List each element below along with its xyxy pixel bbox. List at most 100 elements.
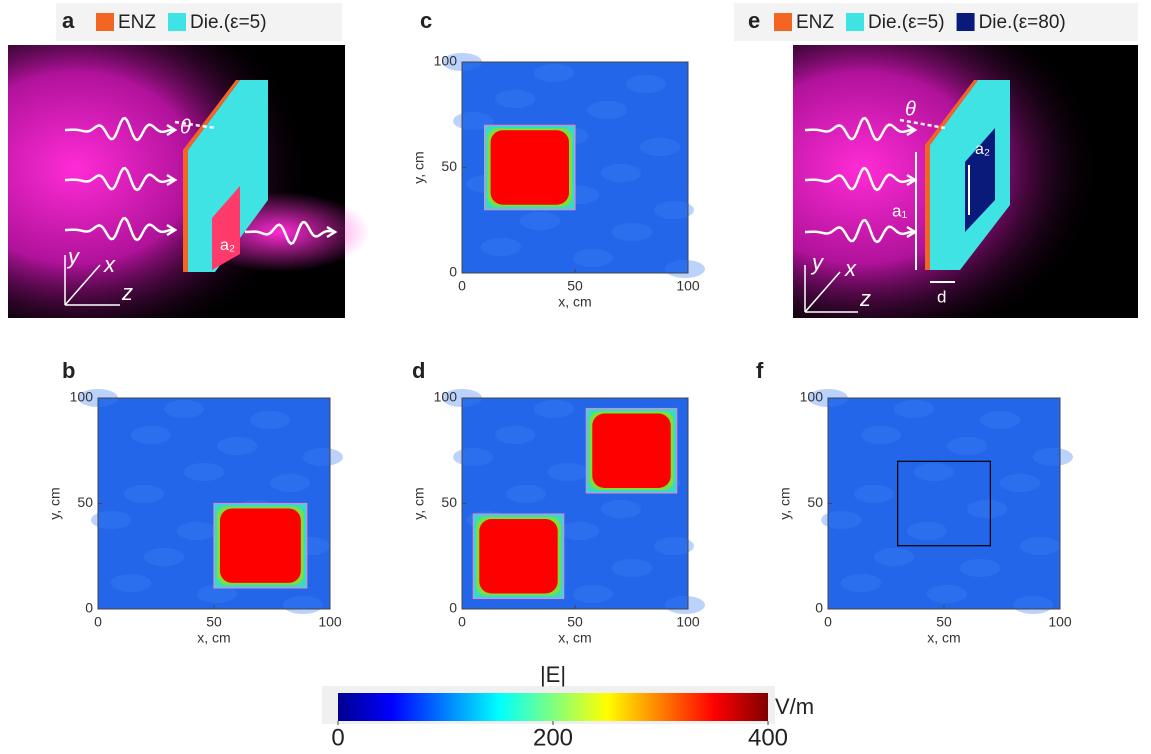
field-texture — [303, 448, 343, 466]
field-texture — [1000, 474, 1040, 492]
x-axis-label: x, cm — [558, 630, 591, 646]
field-texture — [453, 448, 493, 466]
legend-swatch — [168, 13, 186, 31]
field-texture — [534, 64, 574, 82]
field-texture — [980, 411, 1020, 429]
x-tick-label: 100 — [676, 278, 700, 294]
x-tick-label: 0 — [94, 614, 102, 630]
field-texture — [841, 574, 881, 592]
x-tick-label: 50 — [936, 614, 952, 630]
field-texture — [534, 400, 574, 418]
schematic-a: θ a₂ y x z — [8, 45, 370, 318]
x-tick-label: 0 — [458, 614, 466, 630]
field-texture — [573, 585, 613, 603]
annotation: y — [810, 250, 825, 275]
field-texture — [283, 596, 323, 614]
annotation: a₂ — [975, 141, 990, 158]
legend-label: Die.(ε=5) — [190, 12, 267, 33]
legend-swatch — [957, 13, 975, 31]
annotation: a₁ — [892, 201, 907, 220]
colorbar-tick-label: 400 — [748, 724, 788, 751]
field-texture — [894, 400, 934, 418]
panel-label: c — [420, 8, 432, 33]
x-tick-label: 100 — [676, 614, 700, 630]
region-field — [220, 509, 301, 583]
y-tick-label: 50 — [441, 158, 457, 174]
annotation: x — [844, 256, 857, 281]
colorbar-unit: V/m — [775, 694, 814, 719]
field-texture — [217, 437, 257, 455]
x-tick-label: 100 — [318, 614, 342, 630]
field-texture — [601, 164, 641, 182]
schematic-e: θ a₁ a₂ d y x z — [793, 45, 1138, 318]
field-texture — [144, 548, 184, 566]
field-texture — [947, 437, 987, 455]
y-tick-label: 100 — [800, 389, 824, 405]
field-texture — [250, 411, 290, 429]
field-texture — [184, 463, 224, 481]
y-tick-label: 0 — [85, 600, 93, 616]
y-tick-label: 50 — [807, 494, 823, 510]
field-texture — [960, 559, 1000, 577]
field-texture — [1020, 537, 1060, 555]
x-tick-label: 50 — [567, 278, 583, 294]
x-tick-label: 50 — [206, 614, 222, 630]
field-texture — [506, 485, 546, 503]
field-texture — [626, 75, 666, 93]
field-texture — [270, 474, 310, 492]
region-field — [491, 130, 569, 204]
y-axis-label: y, cm — [411, 151, 427, 183]
field-texture — [861, 426, 901, 444]
field-texture — [665, 596, 705, 614]
panel-label: f — [756, 358, 764, 383]
y-tick-label: 0 — [449, 264, 457, 280]
y-tick-label: 0 — [449, 600, 457, 616]
field-texture — [640, 138, 680, 156]
field-texture — [1013, 596, 1053, 614]
x-tick-label: 0 — [824, 614, 832, 630]
field-texture — [573, 249, 613, 267]
field-texture — [91, 511, 131, 529]
field-texture — [665, 260, 705, 278]
legend-label: ENZ — [118, 12, 156, 33]
panel-label: e — [748, 8, 760, 33]
panel-label: a — [62, 8, 75, 33]
annotation: x — [103, 252, 116, 277]
x-tick-label: 50 — [567, 614, 583, 630]
field-texture — [907, 522, 947, 540]
annotation: d — [937, 287, 946, 306]
annotation: z — [859, 286, 871, 311]
y-tick-label: 50 — [77, 494, 93, 510]
legend-label: Die.(ε=80) — [979, 12, 1066, 33]
y-tick-label: 100 — [70, 389, 94, 405]
y-axis-label: y, cm — [411, 487, 427, 519]
field-texture — [131, 426, 171, 444]
legend-swatch — [96, 13, 114, 31]
field-texture — [854, 485, 894, 503]
y-tick-label: 50 — [441, 494, 457, 510]
colorbar-tick-label: 200 — [533, 724, 573, 751]
field-texture — [612, 559, 652, 577]
field-texture — [548, 463, 588, 481]
field-texture — [874, 548, 914, 566]
field-texture — [601, 500, 641, 518]
field-texture — [821, 511, 861, 529]
x-axis-label: x, cm — [927, 630, 960, 646]
field-texture — [559, 522, 599, 540]
field-texture — [495, 90, 535, 108]
colorbar-title: |E| — [540, 662, 566, 687]
region-field — [479, 519, 557, 593]
figure: θ a₂ y x z θ a₁ a₂ d y x z a ENZ Die.(ε=5)… — [0, 0, 1151, 754]
legend-label: ENZ — [796, 12, 834, 33]
field-texture — [520, 212, 560, 230]
x-tick-label: 100 — [1048, 614, 1072, 630]
region-field — [592, 414, 670, 488]
legend-label: Die.(ε=5) — [868, 12, 945, 33]
y-axis-label: y, cm — [777, 487, 793, 519]
field-texture — [612, 223, 652, 241]
y-tick-label: 100 — [434, 53, 458, 69]
panel-label: b — [62, 358, 75, 383]
annotation: θ — [180, 116, 191, 138]
colorbar — [338, 693, 768, 721]
field-texture — [914, 463, 954, 481]
